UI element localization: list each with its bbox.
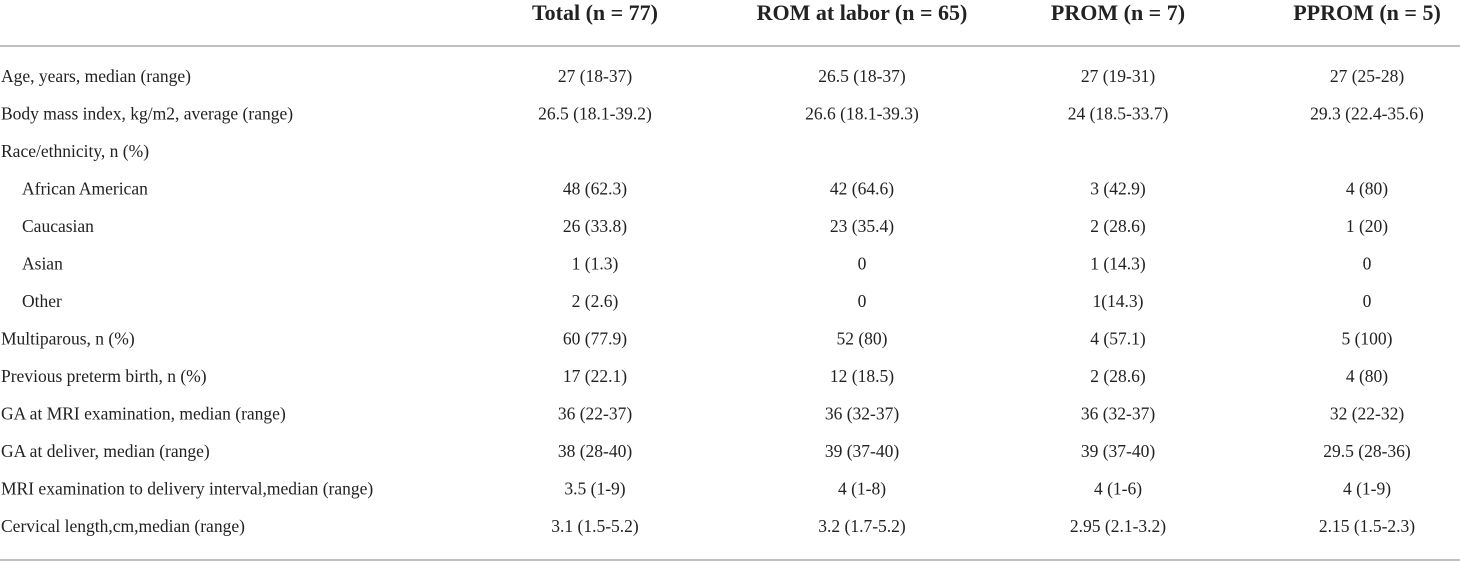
cell: 36 (32-37) [1081,404,1156,424]
cell: 29.3 (22.4-35.6) [1310,104,1424,124]
column-header: PPROM (n = 5) [1293,0,1441,25]
cell: 2.95 (2.1-3.2) [1070,516,1166,536]
cell: 23 (35.4) [830,216,894,236]
cell: 3.2 (1.7-5.2) [818,516,906,536]
cell: 2 (28.6) [1090,216,1146,236]
row-label: MRI examination to delivery interval,med… [1,479,373,499]
cell: 4 (80) [1346,366,1388,386]
cell: 0 [1363,254,1372,274]
cell: 17 (22.1) [563,366,627,386]
cell: 26.5 (18-37) [818,66,906,86]
cell: 2 (28.6) [1090,366,1146,386]
row-label: Other [22,291,62,311]
cell: 26.5 (18.1-39.2) [538,104,652,124]
cell: 32 (22-32) [1330,404,1405,424]
cell: 26 (33.8) [563,216,627,236]
cell: 38 (28-40) [558,441,633,461]
row-label: Body mass index, kg/m2, average (range) [1,104,293,124]
cell: 12 (18.5) [830,366,894,386]
row-label: Age, years, median (range) [1,66,191,86]
cell: 1 (14.3) [1090,254,1146,274]
cell: 52 (80) [836,329,887,349]
column-header: ROM at labor (n = 65) [757,0,968,25]
cell: 0 [1363,291,1372,311]
cell: 4 (57.1) [1090,329,1146,349]
cell: 4 (1-6) [1094,479,1142,499]
cell: 36 (22-37) [558,404,633,424]
row-label: African American [22,179,148,199]
cell: 29.5 (28-36) [1323,441,1411,461]
cell: 0 [858,254,867,274]
cell: 3.1 (1.5-5.2) [551,516,639,536]
row-label: Cervical length,cm,median (range) [1,516,245,536]
row-label: Previous preterm birth, n (%) [1,366,207,386]
cell: 1(14.3) [1092,291,1143,311]
cell: 27 (19-31) [1081,66,1156,86]
cell: 3.5 (1-9) [564,479,625,499]
cell: 48 (62.3) [563,179,627,199]
cell: 1 (20) [1346,216,1388,236]
cell: 4 (80) [1346,179,1388,199]
row-label: GA at deliver, median (range) [1,441,210,461]
row-label: Asian [22,254,63,274]
cell: 2.15 (1.5-2.3) [1319,516,1415,536]
cell: 39 (37-40) [1081,441,1156,461]
cell: 0 [858,291,867,311]
cell: 1 (1.3) [572,254,619,274]
cell: 26.6 (18.1-39.3) [805,104,919,124]
cell: 39 (37-40) [825,441,900,461]
cell: 27 (18-37) [558,66,633,86]
cell: 4 (1-8) [838,479,886,499]
column-header: Total (n = 77) [532,0,658,25]
cell: 42 (64.6) [830,179,894,199]
row-label: Multiparous, n (%) [1,329,135,349]
cell: 36 (32-37) [825,404,900,424]
row-label: GA at MRI examination, median (range) [1,404,286,424]
cell: 60 (77.9) [563,329,627,349]
row-label: Race/ethnicity, n (%) [1,141,149,161]
cell: 2 (2.6) [572,291,619,311]
cell: 4 (1-9) [1343,479,1391,499]
cell: 3 (42.9) [1090,179,1146,199]
cell: 24 (18.5-33.7) [1068,104,1169,124]
cell: 5 (100) [1341,329,1392,349]
cell: 27 (25-28) [1330,66,1405,86]
column-header: PROM (n = 7) [1051,0,1185,25]
row-label: Caucasian [22,216,94,236]
